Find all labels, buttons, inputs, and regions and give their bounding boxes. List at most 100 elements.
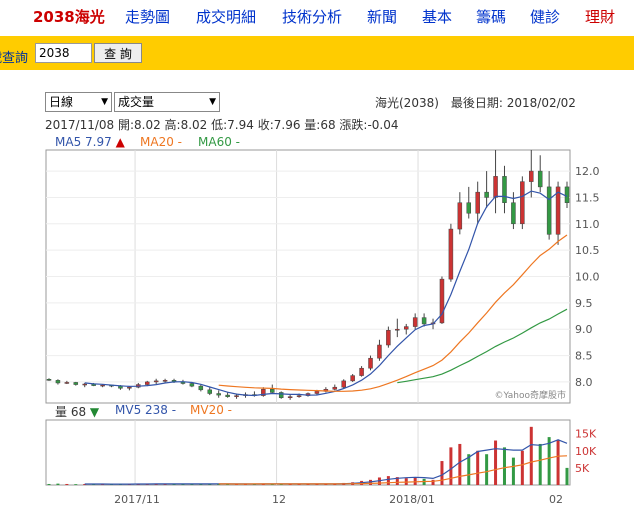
candle-body <box>332 386 338 390</box>
candle-body <box>529 170 534 182</box>
price-tick-label: 11.5 <box>575 191 600 204</box>
volume-bar <box>520 450 524 485</box>
price-tick-label: 9.5 <box>575 297 593 310</box>
price-tick-label: 8.5 <box>575 350 593 363</box>
candle-body <box>100 384 105 387</box>
volume-bar <box>511 457 515 485</box>
candle-body <box>520 181 525 225</box>
candle-body <box>466 202 472 214</box>
candle-body <box>457 202 463 230</box>
volume-bar <box>458 443 462 485</box>
candle-body <box>484 191 489 198</box>
nav-link-chips[interactable]: 籌碼 <box>476 8 507 26</box>
candle-body <box>64 382 70 384</box>
candle-body <box>555 186 561 235</box>
volume-bar <box>47 483 51 485</box>
volume-bar <box>529 426 533 485</box>
candle-body <box>421 317 427 325</box>
ma60-line <box>397 308 568 384</box>
candle-body <box>511 202 516 225</box>
volume-bar <box>494 440 498 485</box>
stock-info: 海光(2038) 最後日期: 2018/02/02 <box>375 96 576 110</box>
candle-body <box>564 186 570 203</box>
candle-body <box>55 380 61 384</box>
x-tick-label: 12 <box>272 493 286 506</box>
volume-bar <box>467 454 471 485</box>
nav-link-trend[interactable]: 走勢圖 <box>125 8 171 26</box>
volume-bar <box>217 483 221 485</box>
volume-bar <box>74 484 78 485</box>
indicator-select[interactable]: 成交量 ▼ <box>114 92 220 112</box>
volume-bar <box>449 447 453 485</box>
period-select-value: 日線 <box>49 95 74 109</box>
period-select[interactable]: 日線 ▼ <box>45 92 112 112</box>
volume-bar <box>395 477 399 485</box>
volume-bar <box>56 483 60 485</box>
candle-body <box>412 317 418 327</box>
volume-bar <box>172 484 176 485</box>
x-tick-label: 02 <box>549 493 563 506</box>
ma20-line <box>218 234 568 392</box>
candle-body <box>127 386 132 389</box>
nav-link-basic[interactable]: 基本 <box>422 8 453 26</box>
indicator-select-value: 成交量 <box>118 95 155 109</box>
legend-mv5: MV5 238 - <box>115 403 177 417</box>
volume-bar <box>65 483 69 485</box>
volume-bar <box>476 450 480 485</box>
nav-link-finance[interactable]: 理財 <box>585 8 616 26</box>
nav-link-diagnosis[interactable]: 健診 <box>530 8 561 26</box>
candle-body <box>395 328 400 331</box>
candle-body <box>439 278 445 324</box>
legend-ma60: MA60 - <box>198 135 240 149</box>
candle-body <box>350 375 355 382</box>
price-tick-label: 8.0 <box>575 376 593 389</box>
x-tick-label: 2017/11 <box>114 493 160 506</box>
chevron-down-icon: ▼ <box>101 97 108 107</box>
up-arrow-icon: ▲ <box>115 135 125 149</box>
query-button[interactable]: 查 詢 <box>94 43 142 63</box>
down-arrow-icon: ▼ <box>89 405 100 419</box>
price-tick-label: 12.0 <box>575 165 600 178</box>
candle-body <box>270 389 275 393</box>
nav-link-trade-detail[interactable]: 成交明細 <box>196 8 257 26</box>
candle-body <box>234 395 239 397</box>
candle-body <box>216 393 221 396</box>
candle-body <box>225 394 230 397</box>
candle-body <box>189 383 195 387</box>
candle-body <box>162 380 168 382</box>
watermark: ©Yahoo奇摩股市 <box>495 389 567 401</box>
candle-body <box>493 176 498 198</box>
candle-body <box>82 383 87 386</box>
volume-bar <box>386 476 390 485</box>
candle-body <box>341 380 346 388</box>
candle-body <box>278 392 284 398</box>
volume-tick-label: 15K <box>575 428 597 441</box>
nav-link-technical[interactable]: 技術分析 <box>282 8 343 26</box>
candle-body <box>475 191 480 214</box>
legend-ma5: MA5 7.97 ▲ <box>55 135 125 149</box>
candle-body <box>287 396 293 398</box>
query-label: 代號查詢 <box>0 51 29 66</box>
volume-bar <box>502 447 506 485</box>
ohlc-line: 2017/11/08 開:8.02 高:8.02 低:7.94 收:7.96 量… <box>45 118 399 132</box>
stock-title-link[interactable]: 2038海光 <box>33 8 105 26</box>
candle-body <box>537 170 543 188</box>
volume-bar <box>547 437 551 485</box>
price-tick-label: 10.5 <box>575 244 600 257</box>
candle-body <box>207 389 213 394</box>
nav-link-news[interactable]: 新聞 <box>367 8 398 26</box>
candle-body <box>359 367 364 376</box>
chevron-down-icon: ▼ <box>209 97 216 107</box>
candle-body <box>368 357 373 369</box>
mv20-line <box>218 455 568 485</box>
stock-code-input[interactable] <box>35 43 92 63</box>
volume-bar <box>440 461 444 485</box>
legend-mv20: MV20 - <box>190 403 232 417</box>
volume-tick-label: 5K <box>575 462 590 475</box>
volume-bar <box>556 440 560 485</box>
x-tick-label: 2018/01 <box>389 493 435 506</box>
candle-body <box>73 382 79 385</box>
price-tick-label: 9.0 <box>575 323 593 336</box>
candle-body <box>502 176 507 203</box>
candle-body <box>546 186 552 235</box>
